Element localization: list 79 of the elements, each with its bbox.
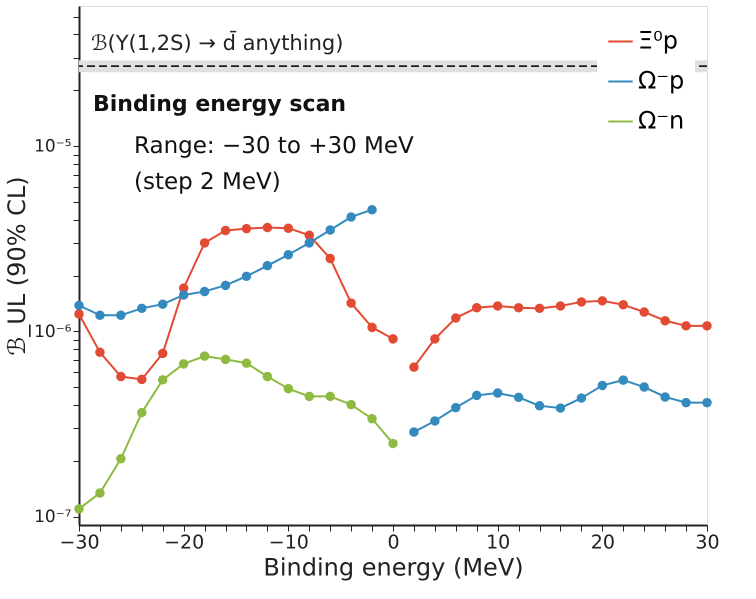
y-tick-label: 10⁻⁷	[34, 507, 72, 528]
point	[660, 392, 670, 402]
point	[95, 488, 105, 498]
point	[95, 310, 105, 320]
point	[346, 400, 356, 410]
point	[346, 298, 356, 308]
point	[472, 390, 482, 400]
point	[116, 310, 126, 320]
point	[137, 304, 147, 314]
legend-label: Ω⁻p	[638, 66, 684, 94]
point	[200, 238, 210, 248]
point	[367, 322, 377, 332]
point	[116, 454, 126, 464]
point	[325, 225, 335, 235]
point	[576, 393, 586, 403]
point	[367, 205, 377, 214]
y-tick-label: 10⁻⁵	[34, 136, 72, 157]
point	[514, 392, 524, 402]
point	[409, 427, 419, 437]
point	[242, 272, 252, 282]
point	[284, 384, 294, 394]
legend-label: Ω⁻n	[638, 106, 684, 134]
point	[325, 392, 335, 402]
point	[284, 250, 294, 260]
point	[158, 299, 168, 309]
y-tick-label: 10⁻⁶	[34, 322, 72, 342]
point	[242, 224, 252, 234]
point	[178, 290, 188, 300]
legend-label: Ξ⁰p	[638, 26, 678, 54]
x-tick-label: −10	[268, 532, 309, 554]
annotation: (step 2 MeV)	[134, 169, 281, 195]
annotation: Binding energy scan	[93, 92, 346, 117]
point	[388, 438, 398, 448]
point	[492, 388, 502, 398]
point	[74, 309, 84, 319]
point	[284, 223, 294, 233]
point	[702, 398, 712, 408]
point	[388, 334, 398, 344]
x-tick-label: 30	[695, 532, 720, 554]
point	[158, 375, 168, 385]
y-axis-title: ℬ_UL (90% CL)	[3, 176, 32, 356]
point	[200, 351, 210, 361]
point	[556, 403, 566, 413]
point	[200, 286, 210, 296]
point	[262, 372, 272, 382]
x-tick-label: 20	[590, 532, 615, 554]
point	[220, 280, 230, 290]
point	[304, 238, 314, 248]
point	[220, 226, 230, 236]
point	[242, 358, 252, 368]
point	[178, 359, 188, 369]
point	[137, 408, 147, 418]
point	[262, 222, 272, 232]
point	[618, 375, 628, 385]
point	[304, 392, 314, 402]
x-tick-label: 0	[387, 532, 400, 554]
annotation: Range: −30 to +30 MeV	[134, 133, 414, 159]
x-tick-label: −20	[164, 532, 204, 554]
point	[598, 380, 608, 390]
point	[262, 260, 272, 270]
x-axis-title: Binding energy (MeV)	[263, 554, 524, 582]
point	[534, 401, 544, 411]
x-tick-label: −30	[59, 532, 100, 554]
point	[430, 416, 440, 426]
point	[74, 504, 84, 514]
point	[158, 348, 168, 358]
point	[451, 402, 461, 412]
point	[367, 414, 377, 424]
point	[220, 354, 230, 364]
point	[74, 300, 84, 310]
x-tick-label: 10	[486, 532, 510, 554]
point	[116, 372, 126, 382]
point	[95, 348, 105, 358]
point	[137, 374, 147, 384]
ref-line-label: ℬ(Υ(1,2S) → d̄ anything)	[91, 30, 344, 56]
point	[639, 382, 649, 392]
point	[681, 398, 691, 408]
point	[346, 212, 356, 222]
point	[325, 254, 335, 264]
